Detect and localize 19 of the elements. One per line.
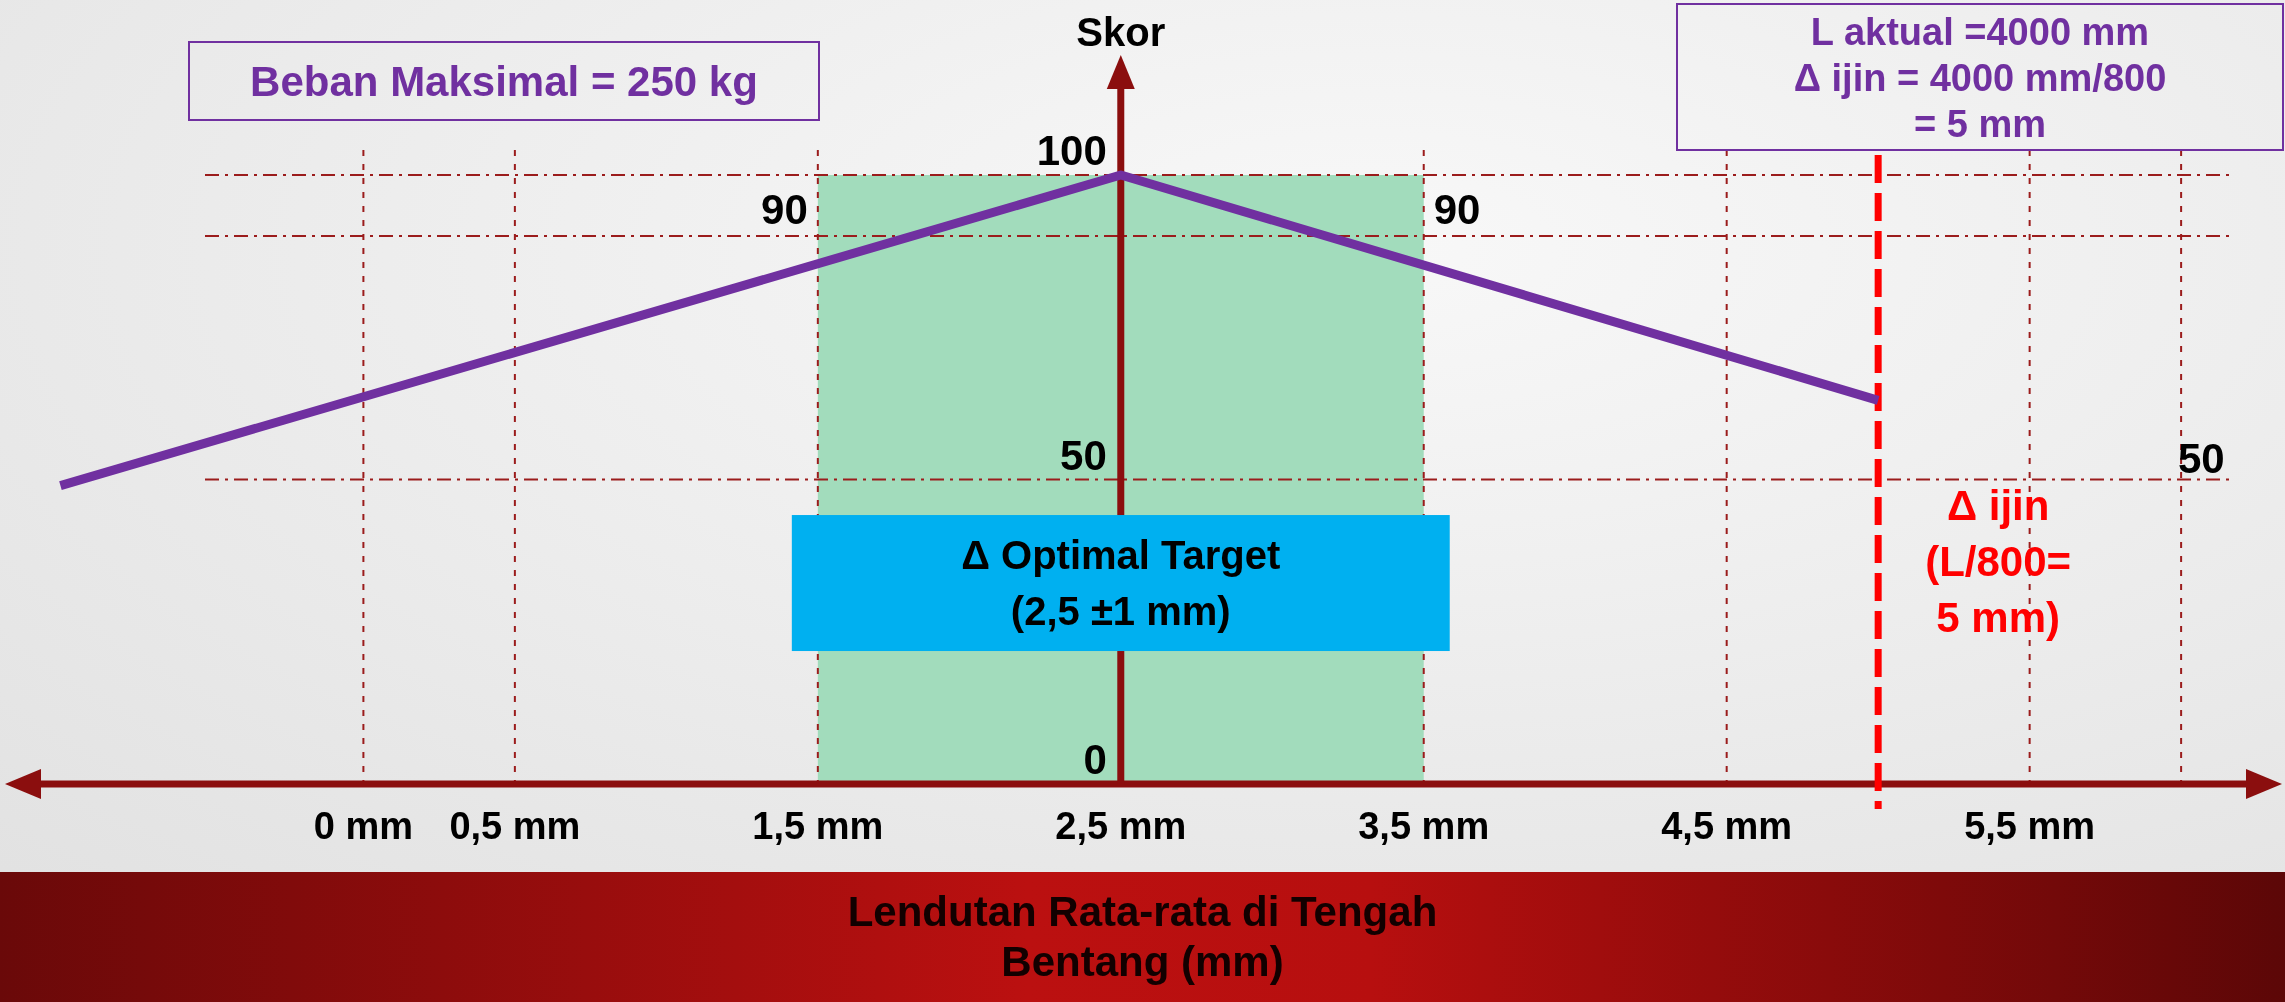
ref-line-label: Δ ijin (L/800= 5 mm) [1925, 481, 2072, 641]
annotation: 50 [2178, 435, 2225, 483]
annotation: 90 [1433, 185, 1481, 233]
y-tick-label: 100 [1036, 127, 1107, 174]
x-tick-label: 2,5 mm [1055, 805, 1187, 847]
x-axis-title: Lendutan Rata-rata di Tengah Bentang (mm) [847, 888, 1438, 985]
x-tick-label: 0,5 mm [449, 805, 581, 847]
band-label: Δ Optimal Target (2,5 ±1 mm) [961, 533, 1281, 634]
x-tick-label: 0 mm [313, 805, 414, 847]
y-axis-title: Skor [1076, 10, 1166, 54]
x-tick-label: 1,5 mm [752, 805, 884, 847]
x-tick-label: 4,5 mm [1661, 805, 1793, 847]
text: Beban Maksimal = 250 kg [250, 58, 758, 106]
text: L aktual =4000 mm Δ ijin = 4000 mm/800 = 5 mm [1793, 10, 2167, 145]
x-tick-label: 5,5 mm [1964, 805, 2096, 847]
annotation: 90 [761, 185, 808, 233]
y-tick-label: 0 [1083, 736, 1107, 783]
x-tick-label: 3,5 mm [1358, 805, 1490, 847]
y-tick-label: 50 [1060, 431, 1107, 479]
